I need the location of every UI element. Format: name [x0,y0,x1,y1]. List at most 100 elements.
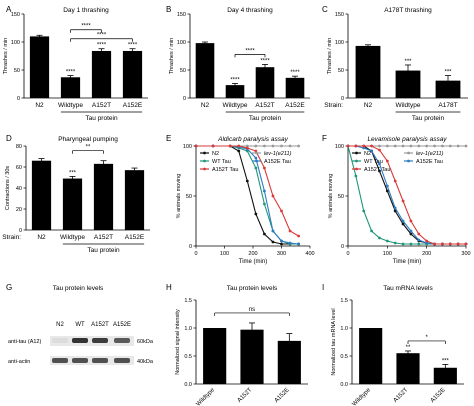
data-point [448,144,452,148]
data-point [370,144,373,148]
blot-band [114,338,130,343]
data-point [288,241,292,245]
data-point [409,144,413,148]
panel-e: E Aldicarb paralysis assay 0 50 100 0 100 200 30… [166,134,315,265]
data-point [378,236,381,240]
data-point [393,179,397,183]
data-point [211,144,215,148]
y-axis-label: % animals moving [328,174,334,219]
bar [359,328,383,384]
blot-row-label: anti-actin [8,359,30,365]
category-label: A152T [393,387,410,404]
y-tick-label: 1.5 [184,298,192,304]
y-tick-label: 100 [335,40,344,46]
category-label: Wildtype [223,102,248,109]
data-point [346,144,350,148]
data-point [385,189,389,193]
y-axis-label: Normalized signal intensity [175,309,181,375]
lane-label: A152T [91,322,109,328]
data-point [263,189,266,193]
x-tick-label: 0 [346,251,349,257]
panel-g: G Tau protein levels N2 WT A152T A152E anti-ta… [6,283,154,365]
data-point [441,242,444,246]
data-point [280,239,283,243]
panel-letter: G [6,283,12,292]
bar [355,45,381,98]
y-tick-label: 1.0 [184,326,192,332]
y-tick-label: 0 [19,228,22,234]
data-point [245,144,249,148]
data-point [237,149,241,153]
panel-letter: A [6,5,12,14]
y-tick-label: 0.5 [340,354,348,360]
panel-title: Tau protein levels [227,285,278,292]
category-label: N2 [35,102,44,109]
bar [31,160,52,230]
y-tick-label: 150 [177,12,186,18]
x-tick-label: 0 [194,251,197,257]
bar [240,329,264,384]
legend-marker [407,151,410,155]
panel-title: A178T thrashing [384,7,432,14]
category-label: A152T [92,102,111,109]
legend-marker [203,151,206,155]
data-point [354,174,358,178]
category-label: A152E [430,387,447,404]
legend-marker [203,167,206,171]
data-point [464,242,468,246]
data-point [237,144,241,148]
bar [435,80,461,98]
data-point [263,166,266,170]
y-axis-label: Thrashes / min [3,38,9,74]
blot-size-label: 60kDa [137,339,154,345]
x-tick-label: 300 [461,251,470,257]
significance-mark: **** [230,77,240,83]
category-label: Wildtype [352,387,373,406]
data-point [362,209,366,213]
x-tick-label: 100 [220,251,229,257]
x-tick-label: 100 [383,251,392,257]
strain-label: Strain: [2,234,21,241]
y-tick-label: 50 [180,68,186,74]
legend-label: A152T Tau [364,167,390,173]
panel-title: Day 4 thrashing [227,7,273,14]
data-point [288,229,292,233]
category-label: N2 [37,234,46,241]
data-point [409,229,413,233]
significance-mark: **** [260,58,270,64]
bar [93,163,114,230]
data-point [370,229,373,233]
panel-title: Levamisole paralysis assay [367,136,447,143]
data-point [393,209,397,213]
panel-letter: B [166,5,171,14]
bracket-label: **** [97,33,107,39]
panel-a: A Day 1 thrashing 0 50 100 150 Thrashes / min N… [3,5,148,122]
data-point [378,144,381,148]
y-tick-label: 1.5 [340,298,348,304]
significance-mark: **** [66,70,76,76]
category-label: A152E [285,102,305,109]
y-tick-label: 100 [11,40,20,46]
data-point [401,222,405,226]
bar [255,67,275,98]
data-point [385,159,389,163]
data-point [409,219,413,223]
significance-mark: ** [406,345,411,351]
group-label: Tau protein [85,115,118,122]
data-point [409,242,413,246]
data-point [370,149,373,153]
y-tick-label: 50 [186,194,192,200]
data-point [245,179,249,183]
bar [122,50,143,98]
blot-band [52,338,68,343]
legend-marker [355,167,358,171]
data-point [297,144,300,148]
panel-letter: C [322,5,328,14]
bar [396,353,420,384]
y-tick-label: 20 [16,207,22,213]
data-point [448,242,452,246]
y-tick-label: 0 [183,96,186,102]
category-label: A152T [255,102,274,109]
panel-h: H Tau protein levels 0.0 0.5 1.0 1.5Normalize… [166,283,308,406]
